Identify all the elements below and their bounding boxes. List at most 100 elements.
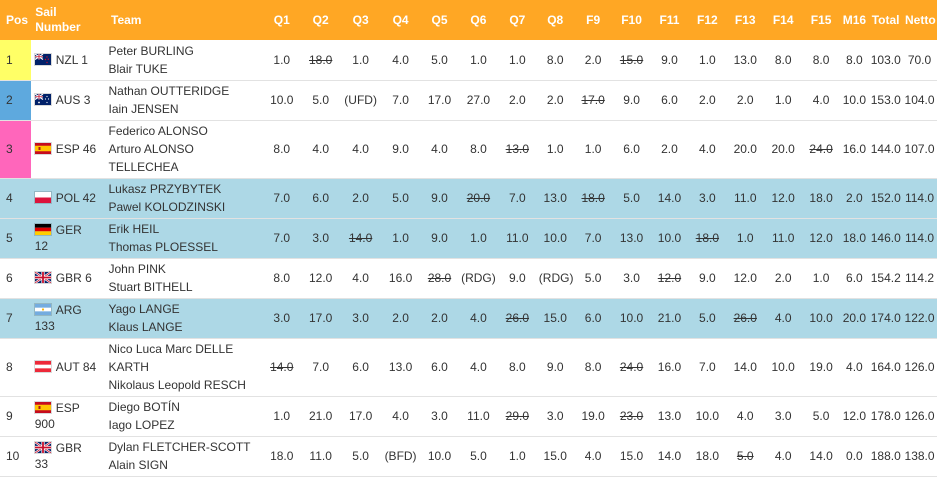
race-score-cell: 13.0 — [650, 396, 689, 437]
race-score: 13.0 — [543, 191, 567, 205]
race-score-cell: 6.0 — [612, 120, 651, 179]
race-score: 11.0 — [506, 231, 529, 245]
team-member-name: Yago LANGE — [108, 302, 180, 316]
race-score: 7.0 — [392, 93, 409, 107]
race-score-cell: 4.0 — [301, 120, 341, 179]
race-score: 19.0 — [581, 409, 605, 423]
sail-number-text-line2: 12 — [34, 239, 49, 253]
header-race: F12 — [688, 0, 727, 40]
race-score-cell: 8.0 — [497, 338, 537, 397]
race-score: 4.0 — [352, 271, 369, 285]
race-score-cell: 16.0 — [840, 120, 869, 179]
race-score-cell: 2.0 — [840, 178, 869, 219]
race-score: 15.0 — [543, 311, 567, 325]
race-score: 5.0 — [431, 52, 448, 67]
race-score: 17.0 — [427, 93, 452, 107]
race-score-cell: 1.0 — [262, 40, 302, 81]
discarded-score: 23.0 — [619, 409, 644, 423]
race-score-cell: 29.0 — [497, 396, 537, 437]
race-score: 4.0 — [846, 360, 863, 374]
race-score-cell: 18.0 — [262, 436, 302, 477]
race-score: 9.0 — [623, 93, 640, 107]
new-zealand-flag-icon — [34, 54, 51, 66]
header-race: Q2 — [301, 0, 341, 40]
race-score-cell: 2.0 — [650, 120, 689, 179]
race-score-cell: 27.0 — [458, 80, 498, 121]
race-score: 10.0 — [543, 231, 567, 245]
race-score-cell: 2.0 — [573, 40, 613, 81]
race-score: 7.0 — [312, 360, 329, 374]
race-score-cell: 6.0 — [650, 80, 689, 121]
race-score: 4.0 — [392, 52, 409, 67]
race-score: 6.0 — [312, 191, 329, 205]
result-row: 7 ARG 133 Yago LANGE Klaus LANGE 3.0 17.0 3.0 2.… — [0, 298, 937, 339]
total-cell: 103.0 — [868, 40, 903, 81]
position-cell: 5 — [0, 218, 31, 259]
sail-number-cell: NZL 1 — [30, 40, 105, 81]
race-score-cell: 20.0 — [840, 298, 869, 339]
race-score: 5.0 — [392, 191, 409, 205]
race-score-cell: 16.0 — [650, 338, 689, 397]
race-score-cell: 4.0 — [573, 436, 613, 477]
team-cell: Erik HEIL Thomas PLOESSEL — [104, 218, 263, 259]
race-score-cell: 10.0 — [650, 218, 689, 259]
netto-cell: 114.2 — [902, 258, 937, 299]
race-score-cell: 20.0 — [764, 120, 803, 179]
race-score: 4.0 — [431, 142, 448, 156]
race-score: 6.0 — [623, 142, 640, 156]
position-cell: 8 — [0, 338, 31, 397]
race-score-cell: 1.0 — [688, 40, 727, 81]
race-score-cell: 23.0 — [612, 396, 651, 437]
total-cell: 164.0 — [868, 338, 903, 397]
result-row: 9 ESP 900 Diego BOTÍN Iago LOPEZ 1.0 21.0 17.0 4… — [0, 396, 937, 437]
germany-flag-icon — [34, 224, 51, 236]
race-score-cell: 5.0 — [612, 178, 651, 219]
race-score-cell: 15.0 — [536, 436, 574, 477]
race-score-cell: 4.0 — [802, 80, 841, 121]
race-score: 10.0 — [842, 93, 867, 107]
race-score: 14.0 — [733, 360, 757, 374]
race-score: 1.0 — [508, 449, 526, 463]
position-cell: 10 — [0, 436, 31, 477]
race-score: 9.0 — [508, 271, 526, 285]
race-score: 1.0 — [470, 231, 487, 245]
race-score: 4.0 — [352, 142, 369, 156]
result-row: 3 ESP 46 Federico ALONSO Arturo ALONSO TELLE… — [0, 120, 937, 179]
race-score-cell: 3.0 — [262, 298, 302, 339]
team-member-name: Nico Luca Marc DELLE — [108, 342, 234, 356]
race-score: 8.0 — [846, 52, 863, 67]
race-score: 1.0 — [392, 231, 409, 245]
race-score-cell: 26.0 — [726, 298, 765, 339]
race-score-cell: 7.0 — [301, 338, 341, 397]
sail-number-text: AUT 84 — [55, 360, 97, 374]
total-cell: 188.0 — [868, 436, 903, 477]
race-score: 2.0 — [508, 93, 526, 107]
race-score: 9.0 — [546, 360, 564, 374]
race-score-cell: 9.0 — [420, 218, 459, 259]
race-score-cell: 3.0 — [764, 396, 803, 437]
position-cell: 6 — [0, 258, 31, 299]
race-score-cell: 7.0 — [381, 80, 421, 121]
race-score: 7.0 — [273, 191, 291, 205]
race-score: 21.0 — [657, 311, 682, 325]
race-score-cell: 12.0 — [840, 396, 869, 437]
race-score: 1.0 — [774, 93, 792, 107]
race-score-cell: 4.0 — [688, 120, 727, 179]
sail-number-text-line2: 33 — [34, 457, 49, 471]
header-race: Q8 — [536, 0, 575, 40]
race-score: 1.0 — [273, 52, 291, 67]
race-score-cell: 2.0 — [381, 298, 421, 339]
race-score-cell: 18.0 — [802, 178, 841, 219]
race-score-cell: 0.0 — [840, 436, 869, 477]
race-score-cell: 5.0 — [688, 298, 727, 339]
race-score: 4.0 — [736, 409, 754, 423]
race-score-cell: 8.0 — [262, 120, 302, 179]
netto-cell: 107.0 — [902, 120, 937, 179]
race-score-cell: 9.0 — [381, 120, 421, 179]
race-score: 1.0 — [470, 52, 487, 67]
header-team: Team — [104, 0, 263, 40]
position-cell: 1 — [0, 40, 31, 81]
race-score-cell: 11.0 — [726, 178, 765, 219]
race-score-cell: 4.0 — [420, 120, 459, 179]
